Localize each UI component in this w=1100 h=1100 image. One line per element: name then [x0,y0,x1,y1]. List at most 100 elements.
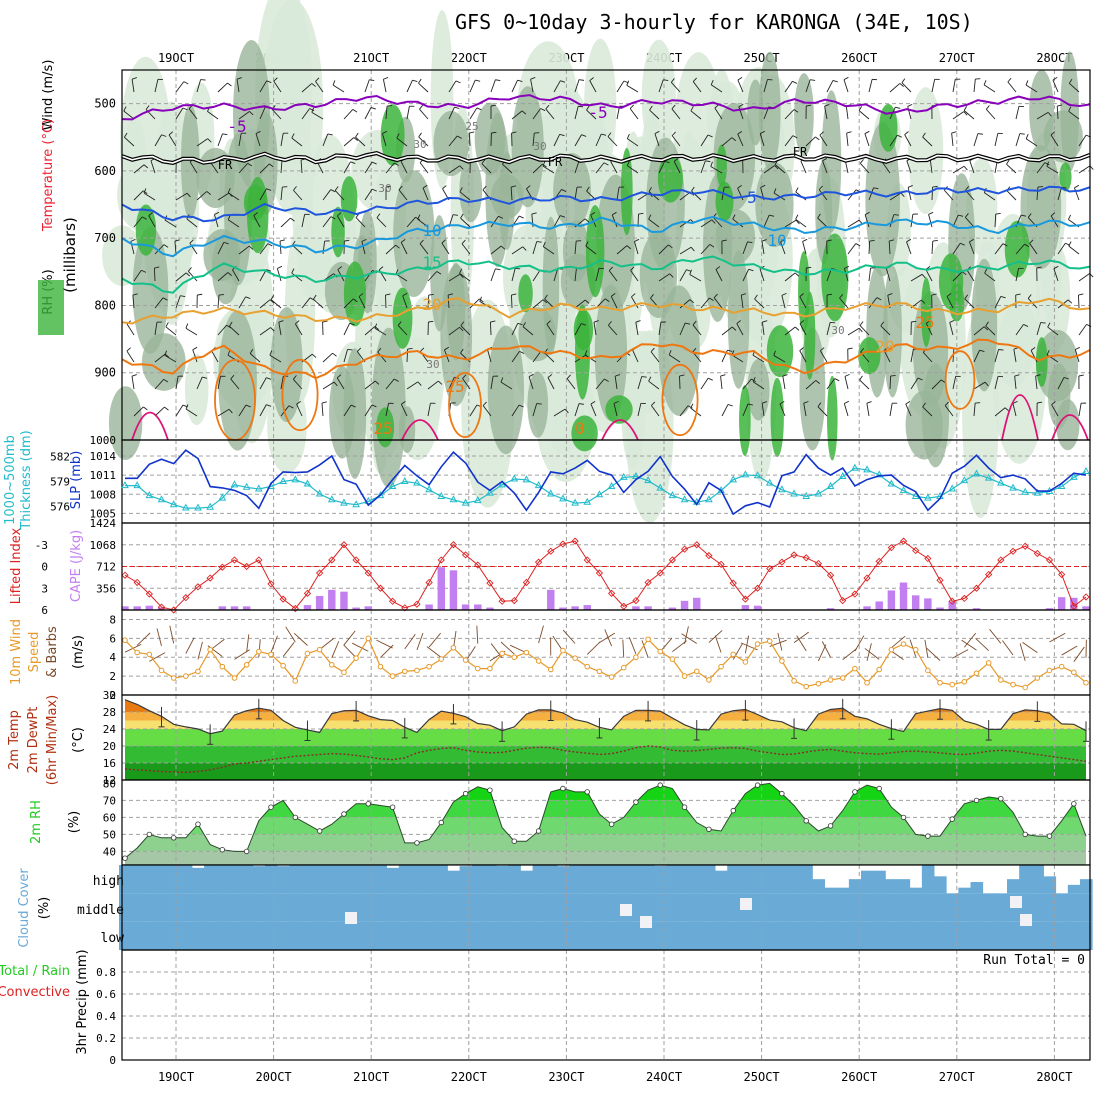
lifted-index-point [1045,556,1054,564]
rh-mid-region [639,231,678,319]
wind-barb [259,299,271,309]
temp-tick-label: 16 [103,757,116,770]
rh-dark-region [571,415,598,452]
wind-barb [259,243,269,255]
cape-bar [559,607,567,610]
wind-barb-flag [460,213,464,219]
rh-mid-region [747,358,770,421]
wind-barb [188,108,198,120]
rh-mid-region [1043,110,1083,163]
wind-barb-flag [407,347,413,350]
wind-barb-flag [799,347,804,351]
wind-barb-flag [377,347,382,353]
wind-barb [737,79,744,93]
rh-mid-region [511,86,544,208]
wind-barb [150,160,156,174]
cloud-bar-middle [946,893,959,922]
wind-barb-flag [417,214,421,220]
wind-barb-flag [267,243,273,247]
wind-barb-flag [350,161,356,164]
wind-barb-flag [711,219,716,224]
cloud-gap-middle [1020,914,1032,926]
wind-barb [500,381,513,390]
wind-barb-flag [454,106,460,109]
wind-barb [973,381,986,390]
wind-barb-flag [141,216,147,220]
wind-barb-flag [671,104,676,110]
wind-barb [532,108,541,120]
contour-label: 0 [575,419,585,438]
wind-barb-flag [931,293,937,296]
wind-barb [866,403,870,417]
wind-barb-flag [192,346,198,351]
wind-barb [343,404,352,417]
wind-barb [490,216,499,228]
wind-barb [469,404,478,417]
wind-barb-flag [460,321,465,326]
ylabel-temperature: Temperature (°C) [41,119,56,232]
wind-speed-point [596,668,603,675]
wind-speed-point [487,665,493,672]
wind-barb [385,106,388,120]
lifted-index-point [972,584,981,592]
wind-barb [427,271,438,282]
wind-barb-flag [130,238,136,242]
wind-barb [1057,187,1062,201]
wind-barb-flag [1068,214,1071,220]
thickness-point [838,471,847,480]
contour-label: 30 [426,358,439,371]
wind-speed-point [998,677,1004,683]
cape-bar [364,606,373,610]
wind-barb [931,240,934,255]
cloud-bar-low [131,921,144,950]
wind-barb [400,404,408,417]
wind-barb [131,376,135,390]
wind-barb [994,349,999,363]
thickness-point [753,471,762,479]
wind-barb-10m [343,644,357,659]
wind-barb [427,380,439,390]
temp-tick-label: 12 [103,774,116,787]
cloud-bar-high [763,865,777,894]
wind-speed-point [365,635,372,642]
wind-barb-flag [269,299,275,304]
wind-barb-flag [295,320,300,325]
wind-barb-flag [641,376,647,378]
cloud-bar-middle [702,893,716,922]
rh-point [973,797,980,804]
cloud-bar-middle [642,893,655,922]
wind-speed-point [450,644,457,651]
wind-barb [759,268,765,282]
wind-barb-flag [436,271,442,275]
wind-barb-flag [762,320,768,323]
wind-speed-point [754,641,761,647]
wind-barb [511,323,519,336]
wind-barb-flag [398,185,403,191]
wind-barb [273,80,282,93]
wind-barb-flag [584,350,588,356]
wind-barb-flag [248,245,254,250]
cloud-bar-low [909,921,923,950]
lifted-index-point [924,554,932,563]
wind-barb [784,272,796,282]
wind-barb [441,242,450,255]
wind-barb-flag [984,381,989,387]
wind-barb-flag [189,239,194,244]
thickness-point [583,497,592,505]
cloud-bar-middle [313,893,327,922]
wind-barb [154,244,165,255]
rh-mid-region [459,158,483,223]
contour-label: 10 [422,221,441,240]
cloud-bar-low [447,921,461,950]
wind-barb-flag [162,297,168,301]
wind-barb-flag [296,400,301,405]
wind-barb-flag [1068,78,1073,84]
wind-barb [259,188,267,201]
cloud-bar-high [532,865,546,894]
wind-speed-point [766,638,773,644]
lifted-index-point [571,537,579,545]
lifted-index-point [620,602,628,611]
